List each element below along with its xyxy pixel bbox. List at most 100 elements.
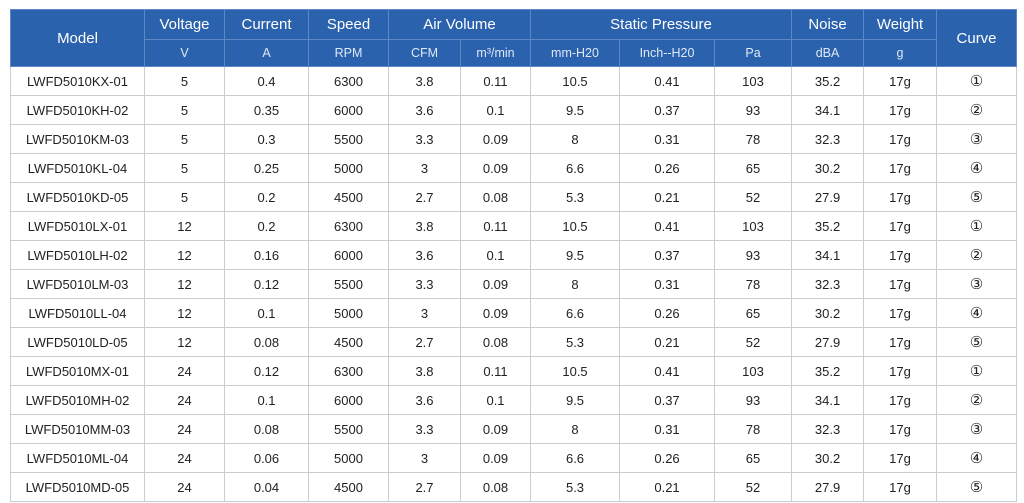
header-model: Model <box>10 9 145 67</box>
pa-cell: 52 <box>714 327 793 357</box>
header-air-volume: Air Volume <box>387 9 532 40</box>
weight-cell: 17g <box>863 356 938 386</box>
pa-cell: 103 <box>714 211 793 241</box>
speed-cell: 6300 <box>308 356 389 386</box>
noise-cell: 34.1 <box>791 240 865 270</box>
header-group-row: Model Voltage Current Speed Air Volume S… <box>10 9 1018 67</box>
speed-cell: 5000 <box>308 153 389 183</box>
speed-cell: 6300 <box>308 211 389 241</box>
curve-cell: ① <box>936 211 1018 241</box>
curve-cell: ④ <box>936 153 1018 183</box>
table-header: Model Voltage Current Speed Air Volume S… <box>10 9 1018 67</box>
weight-cell: 17g <box>863 385 938 415</box>
model-cell: LWFD5010MD-05 <box>10 472 145 502</box>
model-cell: LWFD5010LM-03 <box>10 269 145 299</box>
pa-cell: 93 <box>714 385 793 415</box>
speed-cell: 6000 <box>308 95 389 125</box>
mm-h20-cell: 5.3 <box>530 472 621 502</box>
curve-cell: ③ <box>936 269 1018 299</box>
pa-cell: 78 <box>714 124 793 154</box>
voltage-cell: 24 <box>144 356 225 386</box>
table-body: LWFD5010KX-01 5 0.4 6300 3.8 0.11 10.5 0.41 103 3… <box>10 66 1018 502</box>
cfm-cell: 3 <box>388 153 461 183</box>
noise-cell: 32.3 <box>791 124 865 154</box>
speed-cell: 6000 <box>308 385 389 415</box>
model-cell: LWFD5010KL-04 <box>10 153 145 183</box>
pa-cell: 78 <box>714 269 793 299</box>
m3-min-cell: 0.1 <box>459 95 532 125</box>
cfm-cell: 3.3 <box>388 269 461 299</box>
inch-h20-cell: 0.41 <box>619 66 716 96</box>
speed-cell: 5500 <box>308 269 389 299</box>
mm-h20-cell: 10.5 <box>530 211 621 241</box>
cfm-cell: 3.6 <box>388 240 461 270</box>
current-cell: 0.4 <box>224 66 309 96</box>
table-row: LWFD5010KM-03 5 0.3 5500 3.3 0.09 8 0.31 78 32.3 1… <box>10 124 1018 154</box>
inch-h20-cell: 0.21 <box>619 472 716 502</box>
weight-cell: 17g <box>863 182 938 212</box>
header-unit-row: V A RPM CFM m³/min mm-H20 Inch--H20 Pa d… <box>11 39 1017 67</box>
unit-speed: RPM <box>308 39 389 67</box>
voltage-cell: 5 <box>144 66 225 96</box>
pa-cell: 93 <box>714 240 793 270</box>
cfm-cell: 2.7 <box>388 472 461 502</box>
speed-cell: 5500 <box>308 124 389 154</box>
weight-cell: 17g <box>863 211 938 241</box>
cfm-cell: 2.7 <box>388 182 461 212</box>
m3-min-cell: 0.09 <box>459 269 532 299</box>
model-cell: LWFD5010ML-04 <box>10 443 145 473</box>
current-cell: 0.12 <box>224 356 309 386</box>
weight-cell: 17g <box>863 269 938 299</box>
speed-cell: 6000 <box>308 240 389 270</box>
current-cell: 0.06 <box>224 443 309 473</box>
current-cell: 0.2 <box>224 211 309 241</box>
speed-cell: 5500 <box>308 414 389 444</box>
model-cell: LWFD5010KX-01 <box>10 66 145 96</box>
noise-cell: 32.3 <box>791 269 865 299</box>
mm-h20-cell: 5.3 <box>530 182 621 212</box>
voltage-cell: 5 <box>144 95 225 125</box>
table-row: LWFD5010LL-04 12 0.1 5000 3 0.09 6.6 0.26 65 30.2… <box>10 298 1018 328</box>
current-cell: 0.3 <box>224 124 309 154</box>
weight-cell: 17g <box>863 443 938 473</box>
inch-h20-cell: 0.21 <box>619 182 716 212</box>
header-voltage: Voltage <box>144 9 225 40</box>
inch-h20-cell: 0.21 <box>619 327 716 357</box>
inch-h20-cell: 0.41 <box>619 356 716 386</box>
current-cell: 0.35 <box>224 95 309 125</box>
inch-h20-cell: 0.31 <box>619 414 716 444</box>
pa-cell: 78 <box>714 414 793 444</box>
table-row: LWFD5010ML-04 24 0.06 5000 3 0.09 6.6 0.26 65 30.… <box>10 443 1018 473</box>
table-row: LWFD5010MX-01 24 0.12 6300 3.8 0.11 10.5 0.41 10… <box>10 356 1018 386</box>
model-cell: LWFD5010LH-02 <box>10 240 145 270</box>
current-cell: 0.08 <box>224 327 309 357</box>
mm-h20-cell: 8 <box>530 269 621 299</box>
mm-h20-cell: 8 <box>530 414 621 444</box>
weight-cell: 17g <box>863 414 938 444</box>
noise-cell: 30.2 <box>791 298 865 328</box>
model-cell: LWFD5010LX-01 <box>10 211 145 241</box>
pa-cell: 52 <box>714 472 793 502</box>
cfm-cell: 3.3 <box>388 124 461 154</box>
inch-h20-cell: 0.41 <box>619 211 716 241</box>
cfm-cell: 3 <box>388 298 461 328</box>
mm-h20-cell: 5.3 <box>530 327 621 357</box>
unit-mm-h20: mm-H20 <box>530 39 621 67</box>
mm-h20-cell: 9.5 <box>530 385 621 415</box>
m3-min-cell: 0.09 <box>459 153 532 183</box>
header-current: Current <box>224 9 309 40</box>
voltage-cell: 12 <box>144 298 225 328</box>
table-row: LWFD5010MD-05 24 0.04 4500 2.7 0.08 5.3 0.21 52 2… <box>10 472 1018 502</box>
weight-cell: 17g <box>863 95 938 125</box>
noise-cell: 27.9 <box>791 182 865 212</box>
model-cell: LWFD5010KD-05 <box>10 182 145 212</box>
model-cell: LWFD5010LL-04 <box>10 298 145 328</box>
cfm-cell: 3.8 <box>388 211 461 241</box>
curve-cell: ④ <box>936 443 1018 473</box>
unit-dba: dBA <box>791 39 865 67</box>
speed-cell: 4500 <box>308 182 389 212</box>
unit-pa: Pa <box>714 39 793 67</box>
mm-h20-cell: 10.5 <box>530 356 621 386</box>
table-row: LWFD5010LH-02 12 0.16 6000 3.6 0.1 9.5 0.37 93 34… <box>10 240 1018 270</box>
fan-spec-table: Model Voltage Current Speed Air Volume S… <box>10 9 1018 502</box>
